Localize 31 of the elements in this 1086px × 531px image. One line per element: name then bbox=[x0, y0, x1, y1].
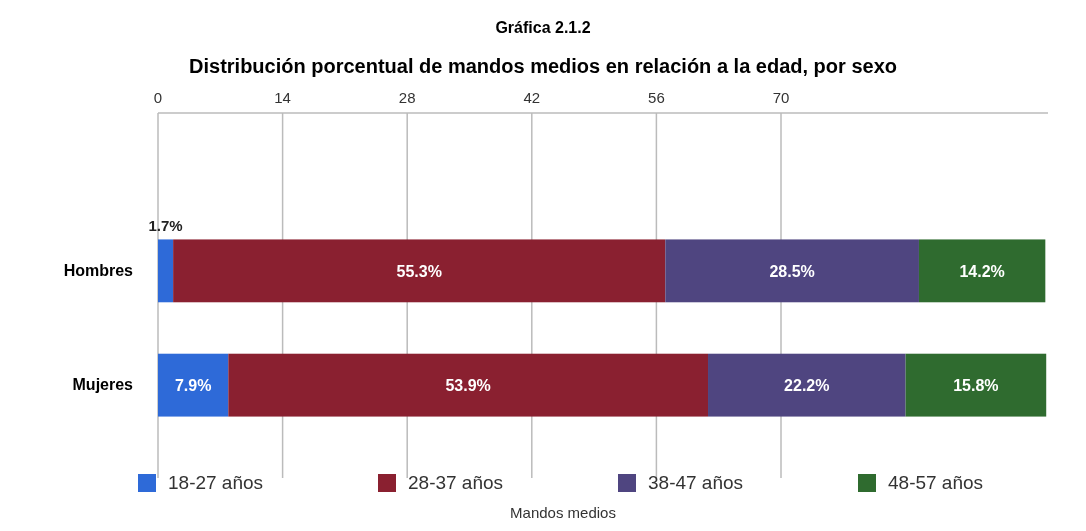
legend-label: 18-27 años bbox=[168, 472, 264, 493]
data-label: 14.2% bbox=[959, 262, 1005, 280]
x-tick-label: 0 bbox=[153, 89, 163, 106]
y-tick-label: Mujeres bbox=[72, 376, 134, 394]
data-label: 1.7% bbox=[148, 217, 183, 235]
bar bbox=[228, 353, 709, 417]
legend-label: 28-37 años bbox=[408, 472, 504, 493]
legend-label: 38-47 años bbox=[648, 472, 744, 493]
x-axis-title: Mandos medios bbox=[510, 504, 616, 521]
bar bbox=[158, 353, 229, 417]
x-tick-label: 70 bbox=[772, 89, 790, 106]
bar bbox=[158, 239, 174, 303]
bar bbox=[905, 353, 1047, 417]
data-label: 53.9% bbox=[445, 377, 491, 395]
data-label: 28.5% bbox=[769, 262, 815, 280]
legend-label: 48-57 años bbox=[888, 472, 984, 493]
bar bbox=[708, 353, 906, 417]
data-label: 7.9% bbox=[174, 377, 212, 395]
data-label: 15.8% bbox=[953, 377, 999, 395]
y-tick-label: Hombres bbox=[63, 261, 134, 279]
bar bbox=[665, 239, 919, 303]
data-label: 22.2% bbox=[784, 377, 830, 395]
x-tick-label: 42 bbox=[523, 89, 541, 106]
x-tick-label: 28 bbox=[398, 89, 416, 106]
x-tick-label: 56 bbox=[648, 89, 665, 106]
bar bbox=[918, 239, 1046, 303]
x-tick-label: 14 bbox=[274, 89, 291, 106]
chart-title: Gráfica 2.1.2 bbox=[495, 19, 591, 36]
data-label: 55.3% bbox=[396, 262, 442, 280]
bar bbox=[173, 239, 666, 303]
chart-subtitle: Distribución porcentual de mandos medios en relación a la edad, por sexo bbox=[189, 55, 897, 77]
